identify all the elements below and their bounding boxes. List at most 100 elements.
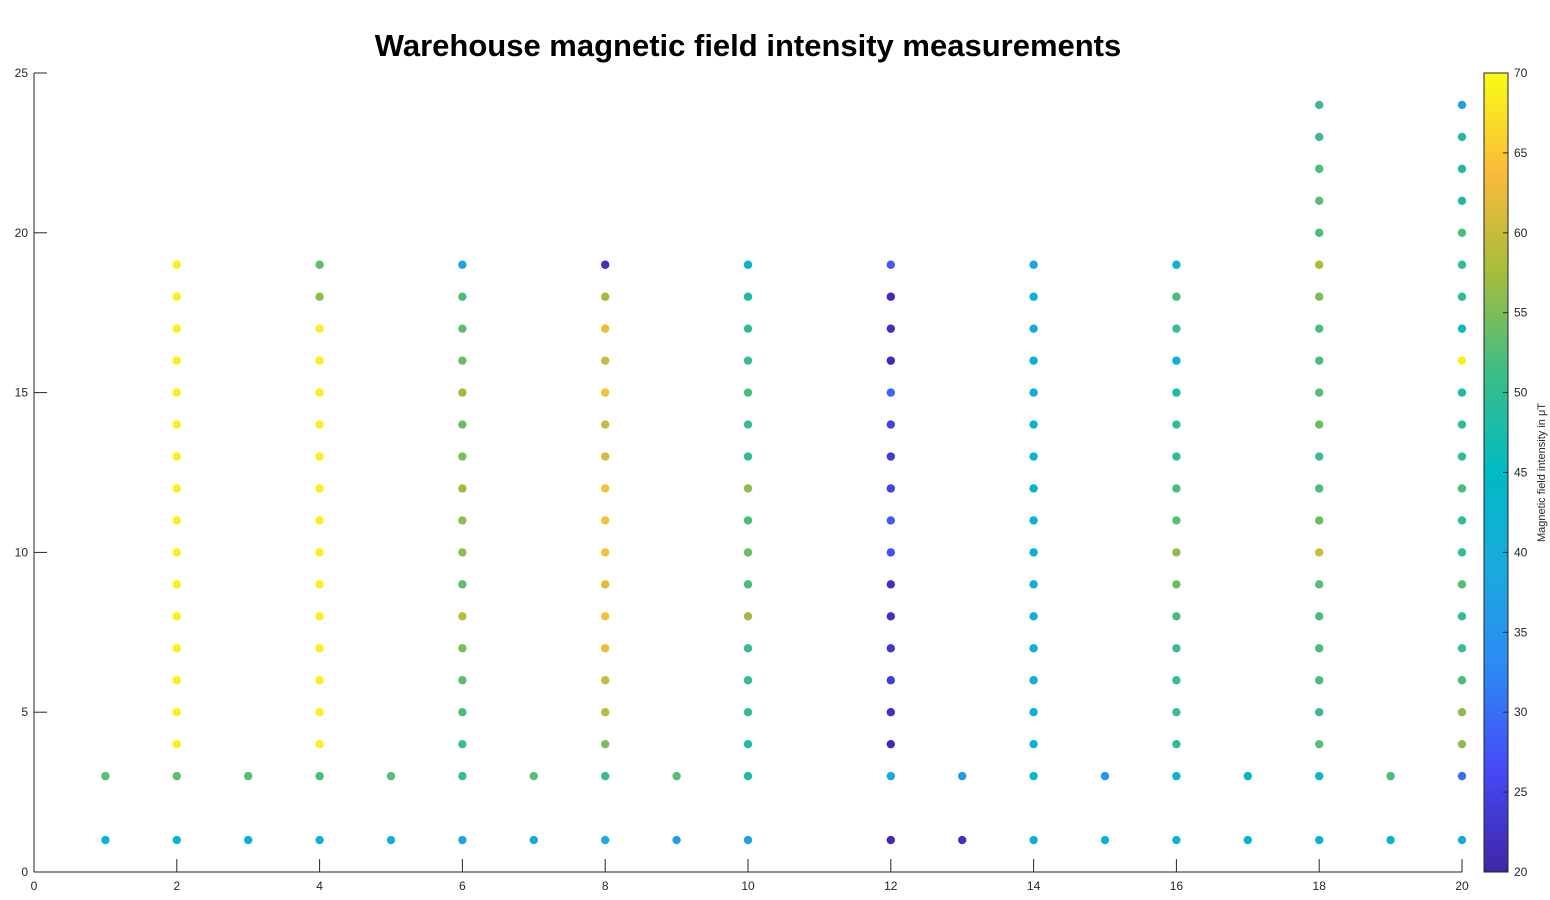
data-point bbox=[1029, 644, 1038, 653]
data-point bbox=[315, 612, 324, 621]
data-point bbox=[172, 644, 181, 653]
data-point bbox=[172, 580, 181, 589]
data-point bbox=[1172, 644, 1181, 653]
data-point bbox=[743, 516, 753, 525]
data-point bbox=[1172, 324, 1181, 333]
data-point bbox=[1315, 132, 1324, 142]
data-point bbox=[743, 644, 753, 653]
data-point bbox=[1315, 228, 1324, 237]
data-point bbox=[1457, 484, 1467, 493]
data-point bbox=[601, 708, 610, 717]
data-point bbox=[1029, 420, 1038, 429]
data-point bbox=[1457, 228, 1467, 237]
data-point bbox=[315, 484, 324, 493]
data-point bbox=[458, 516, 467, 525]
data-point bbox=[1457, 356, 1467, 365]
data-point bbox=[601, 484, 610, 493]
data-point bbox=[886, 388, 895, 397]
data-point bbox=[743, 420, 753, 429]
data-point bbox=[601, 644, 610, 653]
data-point bbox=[1029, 452, 1038, 461]
colorbar-tick-label: 20 bbox=[1514, 865, 1528, 879]
data-point bbox=[1457, 100, 1467, 110]
y-tick-label: 10 bbox=[15, 545, 29, 559]
data-point bbox=[529, 835, 538, 845]
data-point bbox=[315, 580, 324, 589]
data-point bbox=[601, 260, 610, 269]
y-tick-label: 25 bbox=[15, 66, 29, 80]
data-point bbox=[743, 739, 753, 749]
data-point bbox=[601, 452, 610, 461]
data-point bbox=[886, 676, 895, 685]
data-point bbox=[315, 260, 324, 269]
data-point bbox=[743, 708, 753, 717]
data-point bbox=[1172, 835, 1181, 845]
data-point bbox=[1172, 260, 1181, 269]
data-point bbox=[1172, 516, 1181, 525]
data-point bbox=[1457, 388, 1467, 397]
data-point bbox=[743, 324, 753, 333]
data-point bbox=[458, 388, 467, 397]
x-tick-label: 8 bbox=[602, 879, 609, 893]
data-point bbox=[1315, 388, 1324, 397]
data-point bbox=[743, 548, 753, 557]
data-points bbox=[101, 100, 1467, 845]
data-point bbox=[458, 356, 467, 365]
data-point bbox=[1172, 292, 1181, 301]
data-point bbox=[315, 771, 324, 781]
data-point bbox=[743, 292, 753, 301]
y-tick-label: 20 bbox=[15, 226, 29, 240]
data-point bbox=[101, 835, 110, 845]
data-point bbox=[172, 612, 181, 621]
data-point bbox=[1457, 292, 1467, 301]
data-point bbox=[1172, 452, 1181, 461]
axes: 0 2 4 6 8 10 12 14 16 18 20 0 5 10 15 20 25 bbox=[15, 66, 1469, 893]
data-point bbox=[315, 676, 324, 685]
data-point bbox=[1386, 835, 1395, 845]
data-point bbox=[1172, 580, 1181, 589]
data-point bbox=[315, 644, 324, 653]
data-point bbox=[1243, 771, 1253, 781]
data-point bbox=[1457, 644, 1467, 653]
data-point bbox=[1029, 292, 1038, 301]
data-point bbox=[1029, 739, 1038, 749]
y-tick-label: 0 bbox=[21, 865, 28, 879]
data-point bbox=[1315, 484, 1324, 493]
data-point bbox=[1315, 835, 1324, 845]
data-point bbox=[672, 835, 681, 845]
data-point bbox=[458, 420, 467, 429]
data-point bbox=[1315, 708, 1324, 717]
data-point bbox=[1029, 484, 1038, 493]
data-point bbox=[1457, 452, 1467, 461]
data-point bbox=[1315, 771, 1324, 781]
x-tick-label: 4 bbox=[316, 879, 323, 893]
data-point bbox=[672, 771, 681, 781]
data-point bbox=[1243, 835, 1253, 845]
colorbar-tick-label: 40 bbox=[1514, 545, 1528, 559]
data-point bbox=[1457, 196, 1467, 206]
data-point bbox=[1029, 548, 1038, 557]
data-point bbox=[601, 356, 610, 365]
data-point bbox=[1386, 771, 1395, 781]
data-point bbox=[958, 771, 967, 781]
data-point bbox=[458, 292, 467, 301]
data-point bbox=[743, 388, 753, 397]
chart-title: Warehouse magnetic field intensity measu… bbox=[374, 28, 1122, 63]
colorbar-tick-label: 35 bbox=[1514, 625, 1528, 639]
data-point bbox=[743, 356, 753, 365]
data-point bbox=[1315, 420, 1324, 429]
x-tick-label: 14 bbox=[1027, 879, 1041, 893]
data-point bbox=[601, 292, 610, 301]
data-point bbox=[1172, 420, 1181, 429]
x-tick-label: 10 bbox=[741, 879, 755, 893]
x-tick-label: 6 bbox=[459, 879, 466, 893]
data-point bbox=[458, 580, 467, 589]
data-point bbox=[886, 260, 895, 269]
data-point bbox=[1457, 420, 1467, 429]
colorbar-tick-label: 50 bbox=[1514, 386, 1528, 400]
data-point bbox=[1172, 771, 1181, 781]
colorbar-tick-label: 60 bbox=[1514, 226, 1528, 240]
data-point bbox=[601, 771, 610, 781]
data-point bbox=[1029, 708, 1038, 717]
data-point bbox=[1029, 835, 1038, 845]
